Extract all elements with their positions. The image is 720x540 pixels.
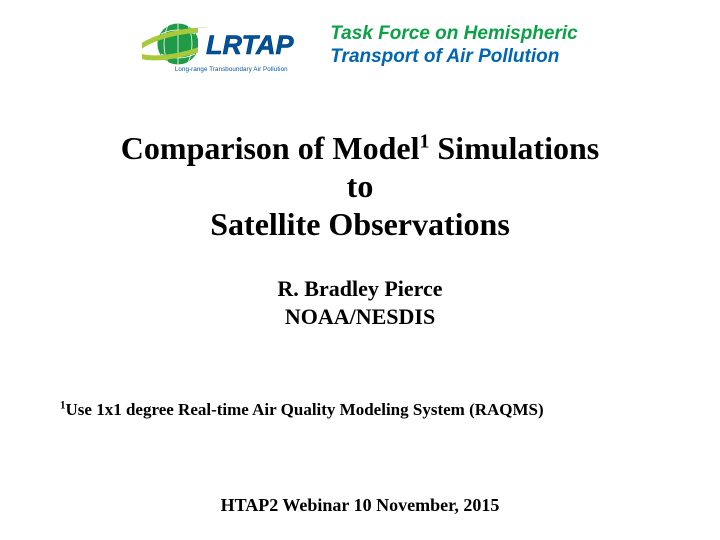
title-text-post: Simulations (429, 130, 599, 166)
logo-acronym: LRTAP (206, 30, 294, 60)
title-superscript: 1 (419, 130, 429, 152)
title-text-pre: Comparison of Model (121, 130, 420, 166)
footer-text: HTAP2 Webinar 10 November, 2015 (0, 495, 720, 516)
author-name: R. Bradley Pierce (0, 275, 720, 303)
taskforce-line1: Task Force on Hemispheric (330, 23, 577, 46)
header-inner: LRTAP Long-range Transboundary Air Pollu… (142, 18, 577, 74)
lrtap-logo: LRTAP Long-range Transboundary Air Pollu… (142, 18, 312, 74)
logo-subtitle: Long-range Transboundary Air Pollution (156, 66, 306, 73)
author-affiliation: NOAA/NESDIS (0, 303, 720, 331)
header: LRTAP Long-range Transboundary Air Pollu… (0, 18, 720, 74)
author-block: R. Bradley Pierce NOAA/NESDIS (0, 275, 720, 330)
taskforce-title: Task Force on Hemispheric Transport of A… (330, 23, 577, 69)
footnote: 1Use 1x1 degree Real-time Air Quality Mo… (60, 400, 660, 420)
taskforce-line2: Transport of Air Pollution (330, 46, 577, 69)
title-line-2: to (0, 168, 720, 206)
title-block: Comparison of Model1 Simulations to Sate… (0, 130, 720, 243)
slide: LRTAP Long-range Transboundary Air Pollu… (0, 0, 720, 540)
title-line-3: Satellite Observations (0, 206, 720, 244)
title-line-1: Comparison of Model1 Simulations (0, 130, 720, 168)
footnote-text: Use 1x1 degree Real-time Air Quality Mod… (66, 400, 544, 419)
